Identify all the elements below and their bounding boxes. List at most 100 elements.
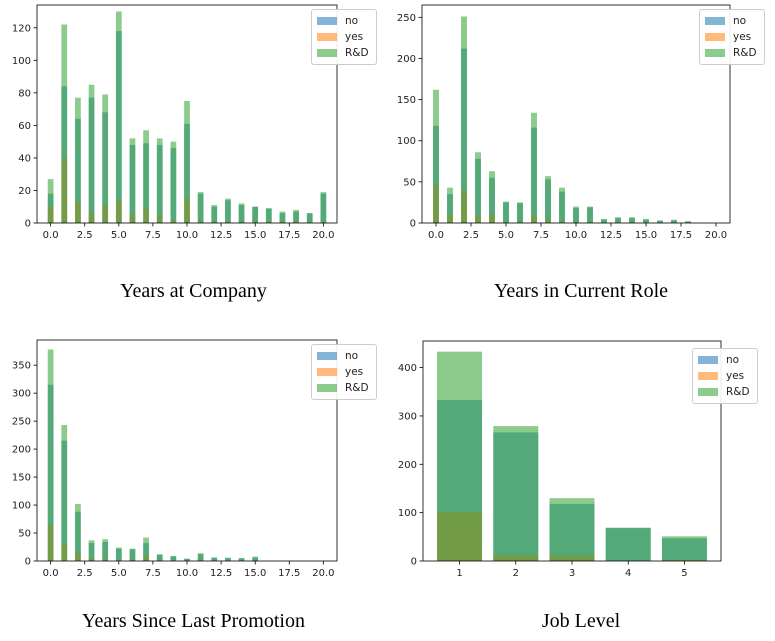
plot-frame (421, 4, 731, 224)
legend-item-yes: yes (705, 29, 757, 45)
y-axis-ticks: 0 50 100 150 200 250 300 350 (12, 361, 37, 568)
y-tick-label: 250 (397, 13, 416, 24)
y-axis-ticks: 0 100 200 300 400 (398, 363, 423, 568)
bar-rd-8 (156, 138, 163, 223)
y-tick-label: 300 (398, 411, 417, 422)
x-tick-label: 20.0 (312, 230, 334, 241)
bar-rd-12 (211, 205, 218, 223)
caption-years-in-current-role: Years in Current Role (493, 280, 669, 302)
y-tick-label: 40 (18, 153, 31, 164)
x-tick-label: 15.0 (635, 230, 657, 241)
y-axis-ticks: 0 20 40 60 80 100 120 (12, 23, 37, 230)
x-tick-label: 5 (681, 568, 687, 579)
legend-label-rd: R&D (345, 47, 369, 59)
bar-rd-12 (211, 557, 218, 561)
y-tick-label: 200 (397, 54, 416, 65)
bar-rd-11 (197, 553, 204, 561)
legend-item-no: no (317, 348, 369, 364)
y-tick-label: 100 (398, 508, 417, 519)
legend-label-no: no (733, 15, 747, 27)
x-tick-label: 17.5 (670, 230, 692, 241)
panel-years-at-company: 0.0 2.5 5.0 7.5 10.0 12.5 15.0 17.5 20.0 0 20 40 60 8… (0, 0, 387, 320)
bar-rd-17 (671, 219, 677, 223)
x-axis-ticks: 0.0 2.5 5.0 7.5 10.0 12.5 15.0 17.5 20.0 (43, 561, 334, 579)
bar-rd-6 (129, 138, 136, 223)
legend-item-rd: R&D (698, 384, 750, 400)
legend-swatch-no (317, 17, 337, 25)
legend-years-at-company: no yes R&D (311, 9, 377, 65)
y-tick-label: 0 (25, 557, 31, 568)
bar-rd-14 (238, 558, 245, 561)
y-tick-label: 300 (12, 389, 31, 400)
x-axis-ticks: 0.0 2.5 5.0 7.5 10.0 12.5 15.0 17.5 20.0 (43, 223, 334, 241)
bars-group (47, 11, 327, 224)
bar-rd-4 (489, 171, 495, 223)
x-tick-label: 17.5 (278, 230, 300, 241)
x-tick-label: 0.0 (43, 568, 59, 579)
x-tick-label: 10.0 (176, 230, 198, 241)
bars-group (47, 349, 259, 561)
legend-years-in-current-role: no yes R&D (699, 9, 765, 65)
legend-item-rd: R&D (705, 45, 757, 61)
legend-label-no: no (726, 354, 740, 366)
legend-item-yes: yes (698, 368, 750, 384)
bar-rd-13 (225, 198, 231, 223)
caption-job-level: Job Level (541, 610, 621, 632)
bar-rd-5 (503, 201, 509, 223)
bar-rd-20 (320, 192, 327, 223)
legend-swatch-yes (705, 33, 725, 41)
legend-label-rd: R&D (345, 382, 369, 394)
bars-group (437, 351, 707, 561)
y-tick-label: 100 (12, 56, 31, 67)
x-tick-label: 5.0 (111, 230, 127, 241)
y-axis-ticks: 0 50 100 150 200 250 (397, 13, 422, 230)
legend-item-no: no (317, 13, 369, 29)
bar-rd-3 (549, 498, 595, 561)
bar-rd-7 (531, 112, 537, 223)
legend-label-yes: yes (345, 31, 364, 43)
y-tick-label: 350 (12, 361, 31, 372)
y-tick-label: 150 (12, 473, 31, 484)
bar-rd-1 (61, 24, 68, 224)
bar-rd-18 (293, 209, 299, 223)
bar-rd-8 (545, 176, 551, 223)
legend-years-since-last-promotion: no yes R&D (311, 344, 377, 400)
x-tick-label: 0.0 (428, 230, 444, 241)
legend-swatch-no (705, 17, 725, 25)
x-tick-label: 7.5 (145, 230, 161, 241)
bar-rd-1 (447, 187, 453, 223)
x-tick-label: 15.0 (244, 230, 266, 241)
x-tick-label: 5.0 (111, 568, 127, 579)
y-tick-label: 250 (12, 417, 31, 428)
legend-swatch-yes (317, 33, 337, 41)
bar-rd-9 (170, 141, 177, 223)
y-tick-label: 0 (410, 219, 416, 230)
y-tick-label: 60 (18, 121, 31, 132)
bar-rd-4 (102, 539, 109, 561)
bar-rd-13 (615, 217, 621, 223)
x-tick-label: 0.0 (43, 230, 59, 241)
y-tick-label: 150 (397, 95, 416, 106)
bar-rd-2 (493, 426, 539, 561)
bar-rd-7 (143, 537, 149, 561)
legend-label-rd: R&D (726, 386, 750, 398)
bar-rd-0 (433, 89, 439, 223)
bar-rd-5 (115, 547, 122, 561)
plot-frame (36, 339, 338, 562)
y-tick-label: 200 (12, 445, 31, 456)
x-tick-label: 10.0 (176, 568, 198, 579)
bar-rd-7 (143, 130, 149, 223)
legend-swatch-no (698, 356, 718, 364)
y-tick-label: 50 (18, 529, 31, 540)
bar-rd-10 (184, 558, 190, 561)
bar-rd-2 (75, 503, 81, 561)
bar-rd-2 (461, 16, 467, 223)
chart-years-in-current-role: 0.0 2.5 5.0 7.5 10.0 12.5 15.0 17.5 20.0 0 50 100 15… (397, 4, 731, 241)
legend-swatch-yes (317, 368, 337, 376)
chart-years-since-last-promotion: 0.0 2.5 5.0 7.5 10.0 12.5 15.0 17.5 20.0 0 50 100 15… (12, 339, 338, 579)
legend-item-yes: yes (317, 29, 369, 45)
x-tick-label: 15.0 (244, 568, 266, 579)
legend-label-yes: yes (726, 370, 745, 382)
bar-rd-0 (47, 179, 54, 223)
legend-label-no: no (345, 15, 359, 27)
